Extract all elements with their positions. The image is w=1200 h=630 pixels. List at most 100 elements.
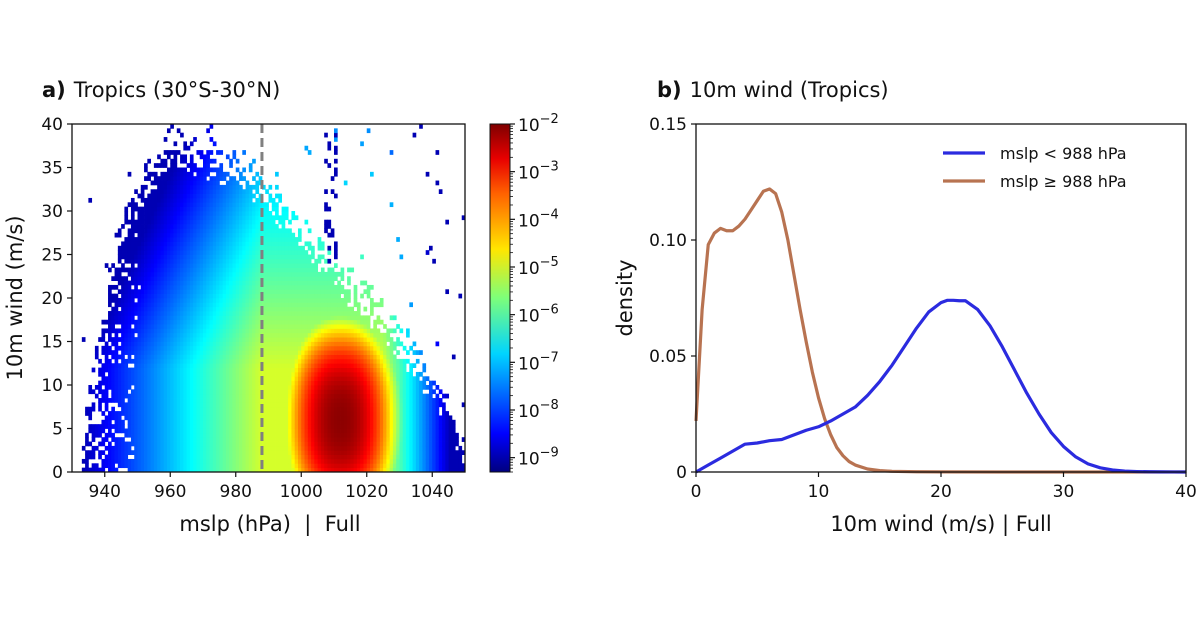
heatmap-cell xyxy=(124,237,129,242)
heatmap-cell xyxy=(196,371,201,377)
heatmap-cell xyxy=(189,363,194,368)
heatmap-cell xyxy=(307,450,312,455)
heatmap-cell xyxy=(81,445,86,451)
heatmap-cell xyxy=(301,324,305,329)
heatmap-cell xyxy=(147,406,151,412)
heatmap-cell xyxy=(163,254,168,260)
heatmap-cell xyxy=(232,337,237,342)
heatmap-cell xyxy=(166,202,171,208)
heatmap-cell xyxy=(268,215,273,221)
heatmap-cell xyxy=(324,228,328,234)
heatmap-cell xyxy=(199,271,204,277)
heatmap-cell xyxy=(134,302,138,308)
heatmap-cell xyxy=(127,337,132,342)
heatmap-cell xyxy=(265,354,269,360)
heatmap-cell xyxy=(183,280,188,286)
heatmap-cell xyxy=(311,298,315,303)
heatmap-cell xyxy=(134,219,138,225)
heatmap-cell xyxy=(327,354,332,360)
heatmap-cell xyxy=(222,263,227,268)
heatmap-cell xyxy=(127,319,132,325)
heatmap-cell xyxy=(288,311,292,316)
heatmap-cell xyxy=(173,371,178,377)
heatmap-cell xyxy=(219,306,224,312)
heatmap-cell xyxy=(130,197,135,203)
heatmap-cell xyxy=(252,202,256,208)
heatmap-cell xyxy=(124,345,129,351)
heatmap-cell xyxy=(225,271,230,277)
heatmap-cell xyxy=(275,354,279,360)
heatmap-cell xyxy=(209,332,214,338)
heatmap-cell xyxy=(166,298,171,303)
heatmap-cell xyxy=(147,219,151,225)
heatmap-cell xyxy=(337,445,341,451)
heatmap-cell xyxy=(275,411,279,416)
heatmap-cell xyxy=(271,385,276,390)
heatmap-cell xyxy=(278,241,282,247)
heatmap-cell xyxy=(203,293,207,299)
heatmap-cell xyxy=(206,328,210,334)
heatmap-cell xyxy=(134,419,138,425)
heatmap-cell xyxy=(140,289,145,295)
heatmap-cell xyxy=(347,424,351,429)
heatmap-cell xyxy=(275,271,279,277)
heatmap-cell xyxy=(235,158,240,164)
heatmap-cell xyxy=(127,315,132,321)
heatmap-cell xyxy=(363,380,368,386)
heatmap-cell xyxy=(278,376,282,382)
heatmap-cell xyxy=(320,280,325,286)
heatmap-cell xyxy=(117,354,122,360)
heatmap-cell xyxy=(163,389,168,395)
heatmap-cell xyxy=(216,306,220,312)
heatmap-cell xyxy=(232,332,237,338)
heatmap-cell xyxy=(301,254,305,260)
heatmap-cell xyxy=(275,258,279,264)
heatmap-cell xyxy=(193,437,197,442)
heatmap-cell xyxy=(294,345,299,351)
heatmap-cell xyxy=(140,402,145,408)
heatmap-cell xyxy=(203,302,207,308)
heatmap-cell xyxy=(108,293,112,299)
heatmap-cell xyxy=(235,345,240,351)
heatmap-cell xyxy=(216,180,220,186)
heatmap-cell xyxy=(166,467,171,473)
heatmap-cell xyxy=(196,337,201,342)
heatmap-cell xyxy=(347,315,351,321)
heatmap-cell xyxy=(229,337,233,342)
heatmap-cell xyxy=(278,415,282,421)
heatmap-cell xyxy=(206,228,210,234)
heatmap-cell xyxy=(144,324,148,329)
heatmap-cell xyxy=(189,293,194,299)
heatmap-cell xyxy=(288,437,292,442)
heatmap-cell xyxy=(248,454,253,460)
heatmap-cell xyxy=(137,376,142,382)
heatmap-cell xyxy=(255,428,260,434)
heatmap-cell xyxy=(297,293,302,299)
heatmap-cell xyxy=(245,189,250,194)
heatmap-cell xyxy=(347,441,351,447)
heatmap-cell xyxy=(147,245,151,251)
heatmap-cell xyxy=(180,393,184,399)
heatmap-cell xyxy=(176,311,181,316)
heatmap-cell xyxy=(239,184,243,190)
heatmap-cell xyxy=(153,319,158,325)
heatmap-cell xyxy=(235,267,240,273)
heatmap-cell xyxy=(311,398,315,403)
heatmap-cell xyxy=(245,206,250,212)
heatmap-cell xyxy=(140,219,145,225)
heatmap-cell xyxy=(153,463,158,469)
heatmap-cell xyxy=(261,354,266,360)
heatmap-cell xyxy=(199,206,204,212)
heatmap-cell xyxy=(291,411,296,416)
heatmap-cell xyxy=(317,419,322,425)
heatmap-cell xyxy=(130,332,135,338)
heatmap-cell xyxy=(180,398,184,403)
heatmap-cell xyxy=(153,197,158,203)
heatmap-cell xyxy=(170,406,174,412)
heatmap-cell xyxy=(252,293,256,299)
heatmap-cell xyxy=(117,367,122,373)
heatmap-cell xyxy=(235,406,240,412)
heatmap-cell xyxy=(291,424,296,429)
heatmap-cell xyxy=(111,354,115,360)
heatmap-cell xyxy=(150,293,155,299)
